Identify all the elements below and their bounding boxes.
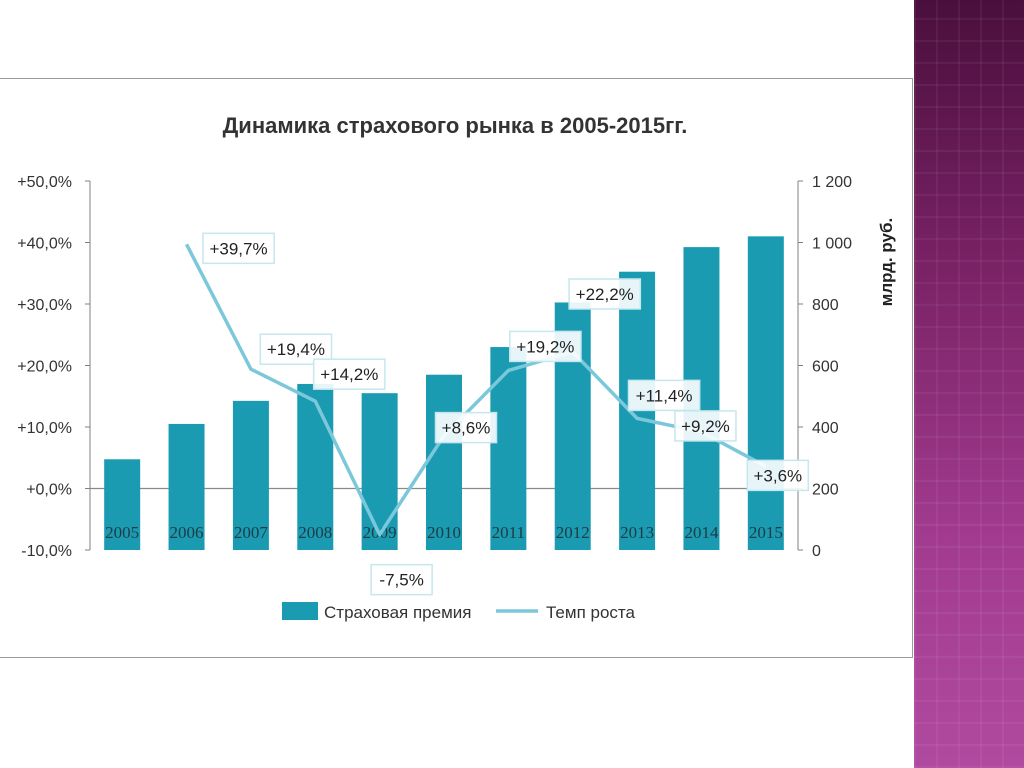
- data-label-box: [746, 459, 810, 492]
- data-label-text: +19,2%: [516, 337, 574, 356]
- left-axis-tick-label: +0,0%: [26, 482, 72, 499]
- category-label-2005: 2005: [105, 523, 139, 542]
- right-axis-tick-label: 0: [812, 543, 821, 560]
- category-label-2008: 2008: [298, 523, 332, 542]
- data-label-box: [568, 278, 642, 310]
- data-label-text: +22,2%: [576, 285, 634, 304]
- category-label-2006: 2006: [170, 523, 204, 542]
- data-label-box: [202, 232, 275, 265]
- data-label-2006: +39,7%: [202, 232, 275, 265]
- data-label-text: +19,4%: [267, 340, 325, 359]
- legend-swatch-premium: [282, 602, 318, 620]
- decorative-side-band: [914, 0, 1024, 768]
- category-label-2007: 2007: [234, 523, 269, 542]
- data-label-2014: +9,2%: [674, 410, 737, 442]
- right-axis-tick-label: 1 200: [812, 174, 852, 191]
- right-axis-tick-label: 1 000: [812, 236, 852, 253]
- data-label-box: [434, 411, 498, 444]
- data-label-box: [312, 358, 386, 390]
- data-label-2011: +19,2%: [509, 330, 582, 363]
- left-axis-tick-label: +30,0%: [17, 297, 72, 314]
- chart: Динамика страхового рынка в 2005-2015гг.…: [17, 113, 896, 622]
- right-axis-tick-label: 400: [812, 420, 839, 437]
- data-label-2009: -7,5%: [370, 563, 433, 596]
- data-label-box: [674, 410, 737, 442]
- data-label-2012: +22,2%: [568, 278, 642, 310]
- data-label-text: -7,5%: [379, 571, 423, 590]
- category-label-2013: 2013: [620, 523, 654, 542]
- data-label-text: +14,2%: [320, 365, 378, 384]
- data-label-2007: +19,4%: [259, 333, 333, 365]
- left-axis-tick-label: +10,0%: [17, 420, 72, 437]
- right-axis-tick-label: 800: [812, 297, 839, 314]
- data-label-text: +3,6%: [753, 466, 802, 485]
- bar-2015: [747, 236, 784, 550]
- category-label-2014: 2014: [684, 523, 719, 542]
- bar-2005: [104, 459, 141, 550]
- bar-2011: [490, 347, 527, 550]
- growth-rate-line: [184, 243, 767, 537]
- data-label-2010: +8,6%: [434, 411, 498, 444]
- chart-title: Динамика страхового рынка в 2005-2015гг.: [223, 113, 688, 138]
- data-label-text: +9,2%: [681, 417, 730, 436]
- legend-label-growth: Темп роста: [546, 603, 636, 622]
- data-label-box: [370, 563, 433, 596]
- right-axis-label: млрд. руб.: [877, 218, 896, 306]
- left-axis-tick-label: -10,0%: [21, 543, 72, 560]
- category-label-2015: 2015: [749, 523, 783, 542]
- bar-2008: [297, 383, 334, 550]
- category-label-2012: 2012: [556, 523, 590, 542]
- data-label-2015: +3,6%: [746, 459, 810, 492]
- bar-2006: [168, 423, 205, 550]
- bar-2007: [232, 400, 269, 550]
- category-label-2010: 2010: [427, 523, 461, 542]
- data-label-text: +8,6%: [442, 419, 491, 438]
- data-label-text: +11,4%: [636, 386, 693, 405]
- left-axis-tick-label: +20,0%: [17, 359, 72, 376]
- left-axis-tick-label: +50,0%: [17, 174, 72, 191]
- bar-2010: [426, 374, 462, 550]
- bar-2009: [361, 393, 398, 550]
- legend-label-premium: Страховая премия: [324, 603, 471, 622]
- data-label-text: +39,7%: [209, 239, 267, 258]
- data-label-box: [509, 330, 582, 363]
- left-axis-tick-label: +40,0%: [17, 236, 72, 253]
- right-axis-tick-label: 200: [812, 482, 839, 499]
- category-label-2011: 2011: [492, 523, 525, 542]
- right-axis-tick-label: 600: [812, 359, 839, 376]
- data-label-box: [627, 379, 701, 412]
- data-label-2008: +14,2%: [312, 358, 386, 390]
- data-label-2013: +11,4%: [627, 379, 701, 412]
